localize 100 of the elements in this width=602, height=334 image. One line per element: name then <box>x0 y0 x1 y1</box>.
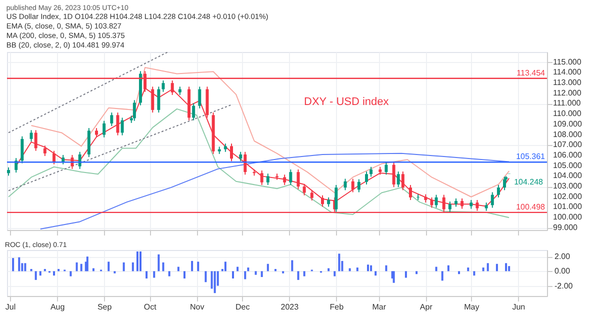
bar <box>297 271 300 280</box>
bar <box>162 262 164 272</box>
bar <box>374 271 377 276</box>
bar <box>132 262 134 272</box>
bar <box>177 266 180 272</box>
bar <box>146 271 148 278</box>
candlestick <box>244 151 247 176</box>
candlestick <box>310 190 314 202</box>
candlestick <box>296 168 300 190</box>
y-tick-label: 100.000 <box>553 212 582 222</box>
candlestick <box>239 151 242 162</box>
bar <box>486 263 489 272</box>
bar <box>158 254 160 272</box>
candlestick <box>230 143 233 162</box>
bar <box>244 271 246 280</box>
bar <box>338 254 340 272</box>
y-tick-label: 106.000 <box>553 150 582 160</box>
candlestick <box>401 171 404 191</box>
x-tick-label: Oct <box>144 302 158 312</box>
x-tick-label: Jun <box>512 302 526 312</box>
bar <box>210 271 213 289</box>
bar <box>482 268 484 272</box>
y-tick-label: 0.00 <box>554 266 571 276</box>
bar <box>291 260 294 272</box>
candlestick <box>283 174 286 186</box>
y-tick-label: 111.000 <box>553 98 582 108</box>
line-series <box>40 152 510 230</box>
candlestick <box>266 173 270 186</box>
candlestick <box>94 128 98 138</box>
candlestick <box>102 120 106 138</box>
bar <box>508 266 510 272</box>
bar <box>39 271 42 276</box>
y-tick-label: 109.000 <box>553 119 582 128</box>
y-tick-label: 104.000 <box>553 171 582 180</box>
bar <box>76 262 78 272</box>
y-tick-label: 112.000 <box>553 88 582 98</box>
candlestick <box>384 162 388 176</box>
candlestick <box>408 184 412 200</box>
y-tick-label: 107.000 <box>553 140 582 150</box>
candlestick <box>43 145 46 157</box>
x-tick-label: Sep <box>97 302 112 312</box>
bar <box>356 268 358 272</box>
candlestick <box>448 201 452 212</box>
candlestick <box>192 102 196 121</box>
y-tick-label: 102.000 <box>553 192 582 201</box>
bar <box>473 271 476 276</box>
candlestick <box>260 170 264 186</box>
ref-line-label: 113.454 <box>516 68 546 78</box>
candlestick <box>87 128 90 158</box>
candlestick <box>132 100 136 122</box>
bar <box>108 262 110 272</box>
candlestick <box>364 171 368 185</box>
candlestick <box>120 117 124 136</box>
y-tick-label: 2.00 <box>554 252 571 262</box>
bar <box>139 251 142 272</box>
x-tick-label: May <box>464 302 480 312</box>
ref-line-label: 105.361 <box>516 152 546 162</box>
bar <box>435 266 438 272</box>
bar <box>224 262 226 272</box>
bar <box>247 268 250 272</box>
bar <box>86 256 88 272</box>
y-tick-label: 108.000 <box>553 130 582 139</box>
candlestick <box>78 151 82 170</box>
x-tick-label: Feb <box>330 302 344 312</box>
x-tick-label: Mar <box>372 302 386 312</box>
candlestick <box>110 112 114 126</box>
bar <box>53 271 56 276</box>
candlestick <box>198 86 202 109</box>
bar <box>370 265 372 272</box>
y-tick-label: 101.000 <box>553 202 582 212</box>
candlestick <box>490 192 494 208</box>
bar <box>183 271 186 278</box>
candlestick <box>357 178 360 193</box>
candlestick <box>392 162 396 188</box>
x-tick-label: Dec <box>235 302 250 312</box>
y-tick-label: 115.000 <box>553 57 582 66</box>
bar <box>416 271 418 274</box>
bar <box>392 271 395 283</box>
bar <box>136 251 138 272</box>
candlestick <box>434 194 438 208</box>
line-series <box>8 108 510 218</box>
ref-line-label: 100.498 <box>516 202 546 212</box>
bar <box>197 262 200 272</box>
bar <box>367 264 370 272</box>
candlestick <box>370 166 373 178</box>
bar <box>214 271 216 294</box>
bar <box>153 271 156 278</box>
x-tick-label: Jul <box>5 302 16 312</box>
bar <box>458 271 460 274</box>
y-tick-label: 113.000 <box>553 78 582 88</box>
bar <box>12 258 14 272</box>
bar <box>204 271 207 282</box>
candlestick <box>396 171 400 188</box>
bar <box>168 271 170 276</box>
y-tick-label: 103.000 <box>553 182 582 191</box>
bar <box>34 271 37 280</box>
candlestick <box>302 183 306 196</box>
y-tick-label: 105.000 <box>553 160 582 170</box>
x-tick-label: Apr <box>420 302 433 312</box>
bar <box>505 263 508 272</box>
